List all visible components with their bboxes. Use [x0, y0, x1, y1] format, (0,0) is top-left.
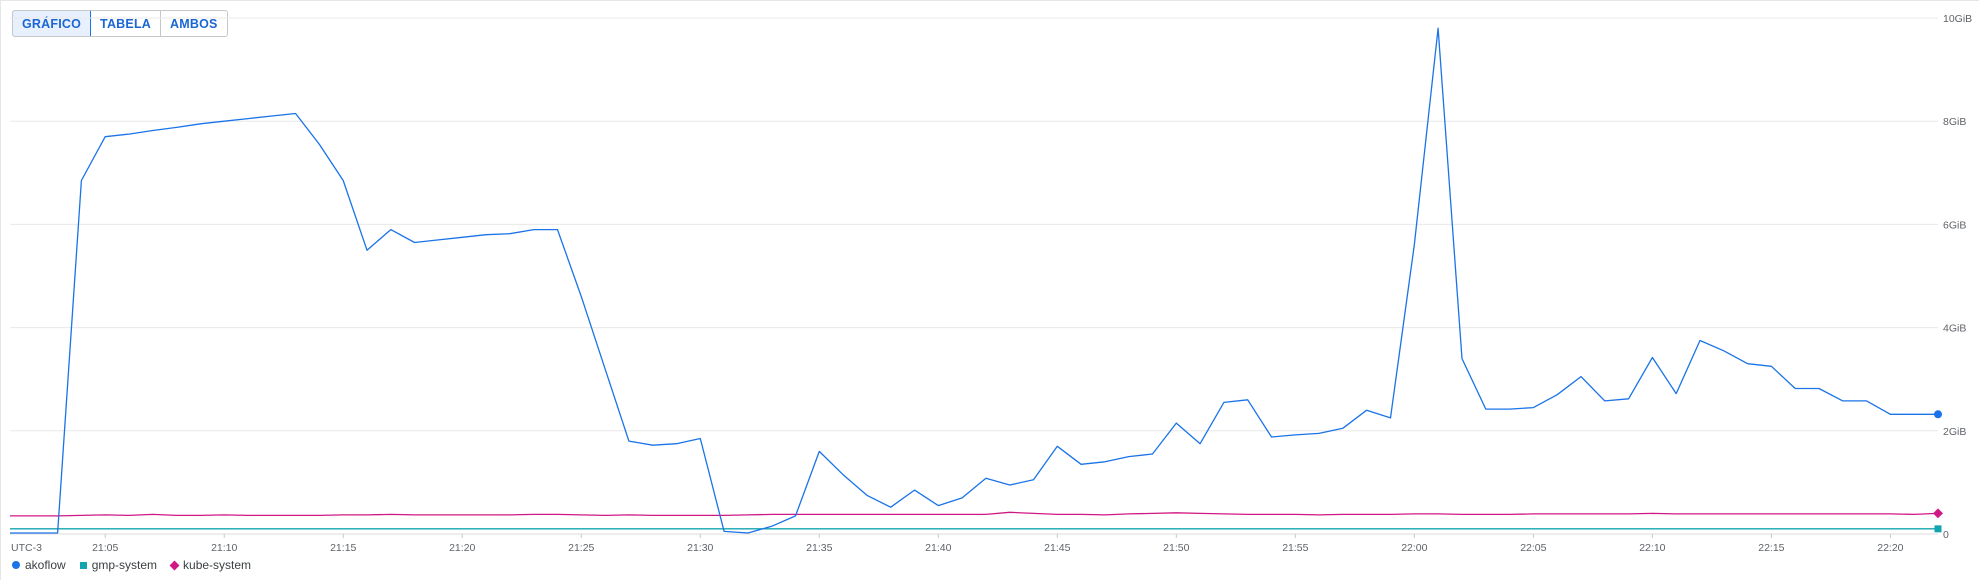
table-view-button[interactable]: TABELA — [91, 11, 162, 36]
end-point-gmp-system — [1934, 525, 1942, 533]
x-tick-label: 22:00 — [1401, 542, 1427, 554]
x-tick-label: 21:25 — [568, 542, 594, 554]
x-tick-label: 21:30 — [687, 542, 713, 554]
x-tick-label: 21:05 — [92, 542, 118, 554]
end-point-kube-system — [1933, 508, 1943, 519]
timezone-label: UTC-3 — [11, 542, 42, 554]
y-tick-label: 4GiB — [1943, 323, 1966, 335]
legend-label: akoflow — [25, 558, 66, 572]
view-mode-toggle: GRÁFICO TABELA AMBOS — [12, 10, 228, 37]
x-tick-label: 21:45 — [1044, 542, 1070, 554]
diamond-marker-icon — [169, 560, 180, 570]
chart-view-button[interactable]: GRÁFICO — [12, 11, 92, 36]
series-line-akoflow — [10, 27, 1938, 534]
both-view-button[interactable]: AMBOS — [170, 16, 218, 31]
x-tick-label: 21:10 — [211, 542, 237, 554]
x-tick-label: 21:35 — [806, 542, 832, 554]
legend-item-kube-system[interactable]: kube-system — [169, 558, 252, 572]
end-point-akoflow — [1934, 410, 1942, 419]
y-tick-label: 6GiB — [1943, 219, 1966, 231]
x-tick-label: 21:50 — [1163, 542, 1189, 554]
y-tick-label: 0 — [1943, 529, 1949, 541]
x-tick-label: 22:10 — [1639, 542, 1665, 554]
y-tick-label: 10GiB — [1943, 13, 1972, 25]
x-tick-label: 21:40 — [925, 542, 951, 554]
x-tick-label: 22:05 — [1520, 542, 1546, 554]
legend: akoflow gmp-system kube-system — [12, 558, 251, 572]
x-tick-label: 21:55 — [1282, 542, 1308, 554]
legend-label: kube-system — [183, 558, 252, 572]
x-tick-label: 21:15 — [330, 542, 356, 554]
legend-item-gmp-system[interactable]: gmp-system — [79, 558, 158, 572]
memory-line-chart: 0 2GiB 4GiB 6GiB 8GiB 10GiB UTC-3 21:05 21:10 21:… — [10, 13, 1972, 554]
x-tick-label: 22:20 — [1877, 542, 1903, 554]
series-line-kube-system — [10, 511, 1939, 517]
square-marker-icon — [79, 561, 87, 569]
x-tick-label: 22:15 — [1758, 542, 1784, 554]
circle-marker-icon — [12, 561, 20, 569]
legend-item-akoflow[interactable]: akoflow — [12, 558, 66, 572]
y-tick-label: 2GiB — [1943, 426, 1966, 438]
legend-label: gmp-system — [91, 558, 158, 572]
x-tick-label: 21:20 — [449, 542, 475, 554]
y-tick-label: 8GiB — [1943, 116, 1966, 128]
